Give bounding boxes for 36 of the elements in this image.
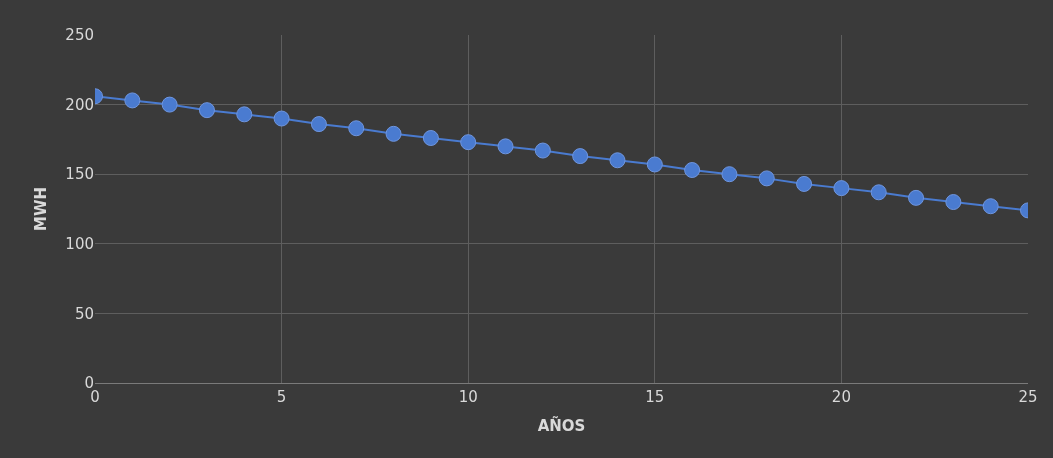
point bbox=[534, 142, 551, 159]
point bbox=[572, 148, 589, 165]
x-axis-title: AÑOS bbox=[537, 416, 586, 435]
x-tick-label: 15 bbox=[645, 388, 665, 406]
point bbox=[497, 138, 514, 155]
point bbox=[348, 120, 365, 137]
y-tick-label: 100 bbox=[65, 235, 94, 254]
x-tick-label: 20 bbox=[831, 388, 851, 406]
point bbox=[609, 152, 626, 169]
point bbox=[273, 110, 290, 127]
point bbox=[310, 116, 327, 133]
point bbox=[385, 125, 402, 142]
point bbox=[870, 184, 887, 201]
y-tick-label: 200 bbox=[65, 95, 94, 114]
y-tick-label: 150 bbox=[65, 165, 94, 184]
point bbox=[721, 166, 738, 183]
point bbox=[646, 156, 663, 173]
point bbox=[945, 194, 962, 211]
point bbox=[460, 134, 477, 151]
y-axis-title: MWH bbox=[31, 186, 50, 232]
y-tick-label: 50 bbox=[74, 304, 94, 323]
y-tick-label: 250 bbox=[65, 26, 94, 45]
point bbox=[422, 130, 439, 146]
x-tick-label: 25 bbox=[1018, 388, 1038, 406]
point bbox=[758, 170, 775, 187]
x-tick-label: 5 bbox=[276, 388, 287, 406]
point bbox=[236, 106, 253, 123]
point bbox=[198, 102, 215, 119]
point bbox=[161, 96, 178, 113]
point bbox=[796, 175, 813, 192]
point bbox=[833, 180, 850, 197]
point bbox=[982, 198, 999, 215]
point bbox=[124, 92, 141, 109]
point bbox=[908, 189, 925, 206]
point bbox=[684, 162, 701, 179]
x-tick-label: 10 bbox=[458, 388, 478, 406]
